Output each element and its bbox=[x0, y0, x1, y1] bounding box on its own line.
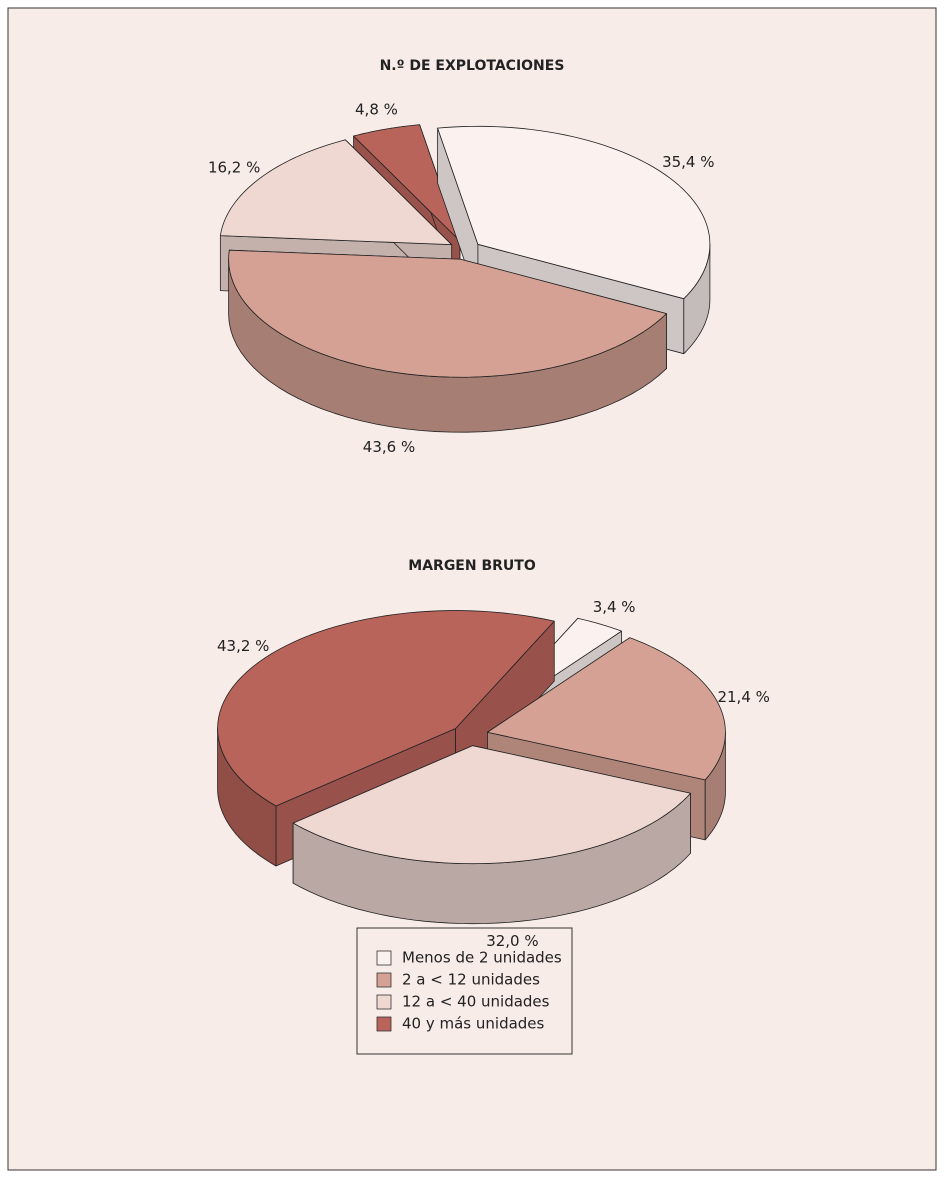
slice-top bbox=[219, 139, 453, 246]
legend-box bbox=[356, 927, 573, 1055]
data-label: 43,2 % bbox=[217, 637, 269, 655]
legend-swatch bbox=[376, 972, 392, 988]
legend-swatch bbox=[376, 950, 392, 966]
legend-label: 40 y más unidades bbox=[402, 1015, 545, 1033]
data-label: 16,2 % bbox=[208, 159, 260, 177]
legend-label: 2 a < 12 unidades bbox=[402, 971, 540, 989]
slice-top bbox=[487, 637, 726, 781]
chart-title: N.º DE EXPLOTACIONES bbox=[380, 58, 565, 74]
slice-top bbox=[217, 610, 555, 807]
legend-label: Menos de 2 unidades bbox=[402, 949, 562, 967]
slice-top bbox=[292, 745, 691, 865]
legend-swatch bbox=[376, 994, 392, 1010]
data-label: 32,0 % bbox=[486, 932, 538, 950]
legend-swatch bbox=[376, 1016, 392, 1032]
chart-title: MARGEN BRUTO bbox=[408, 558, 536, 574]
data-label: 3,4 % bbox=[593, 598, 636, 616]
data-label: 4,8 % bbox=[355, 100, 398, 118]
legend-label: 12 a < 40 unidades bbox=[402, 993, 550, 1011]
slice-top bbox=[228, 249, 667, 378]
data-label: 35,4 % bbox=[662, 153, 714, 171]
slice-top bbox=[353, 124, 461, 242]
slice-top bbox=[437, 125, 711, 300]
slice bbox=[228, 249, 667, 433]
data-label: 43,6 % bbox=[363, 438, 415, 456]
slice bbox=[292, 745, 691, 925]
data-label: 21,4 % bbox=[717, 688, 769, 706]
